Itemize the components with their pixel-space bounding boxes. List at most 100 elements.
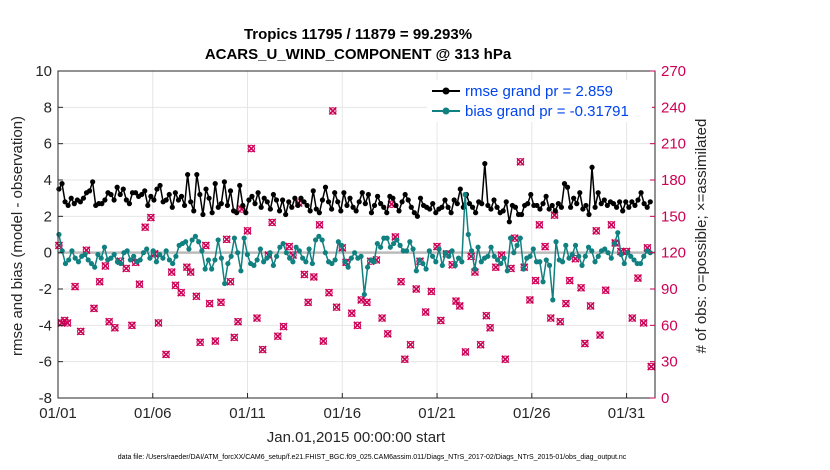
- rmse-point: [114, 184, 120, 190]
- bias-point: [335, 239, 341, 245]
- bias-point: [423, 266, 429, 272]
- rmse-point: [473, 210, 479, 216]
- bias-point: [209, 266, 215, 272]
- obs-possible-marker: [226, 278, 235, 286]
- rmse-point: [393, 202, 399, 209]
- left-tick-label: -8: [39, 390, 52, 407]
- obs-possible-marker: [586, 302, 595, 310]
- obs-assimilated-marker: [546, 314, 555, 323]
- obs-possible-marker: [452, 297, 460, 305]
- bias-point: [345, 264, 351, 270]
- rmse-point: [145, 202, 151, 209]
- obs-possible-marker: [602, 286, 610, 294]
- rmse-point: [350, 204, 356, 210]
- bias-point: [287, 255, 293, 261]
- rmse-point: [641, 201, 647, 207]
- rmse-point: [203, 186, 209, 192]
- rmse-point: [224, 202, 231, 209]
- rmse-point: [629, 199, 635, 205]
- bias-point: [504, 268, 510, 274]
- rmse-point: [117, 191, 123, 198]
- rmse-point: [178, 193, 185, 199]
- bias-point: [56, 231, 62, 238]
- bias-point: [611, 240, 618, 247]
- bias-point: [264, 255, 270, 261]
- bias-point: [329, 260, 335, 267]
- obs-assimilated-marker: [332, 303, 341, 312]
- obs-assimilated-marker: [127, 321, 136, 330]
- bias-point: [199, 248, 205, 254]
- obs-assimilated-marker: [167, 267, 176, 277]
- footnote: data file: /Users/raeder/DAI/ATM_forcXX/…: [118, 454, 627, 461]
- left-y-label: rmse and bias (model - observation): [9, 116, 26, 356]
- rmse-point: [166, 191, 172, 198]
- bias-point: [446, 253, 452, 259]
- bias-point: [251, 262, 257, 268]
- obs-assimilated-marker: [247, 144, 256, 153]
- obs-assimilated-marker: [252, 314, 262, 323]
- obs-assimilated-marker: [461, 347, 470, 357]
- obs-possible-marker: [122, 264, 130, 273]
- obs-possible-marker: [234, 318, 242, 326]
- obs-possible-marker: [325, 288, 333, 297]
- bias-point: [478, 259, 484, 265]
- bias-point: [131, 253, 137, 259]
- obs-assimilated-marker: [315, 220, 324, 229]
- x-tick-label: 01/01: [39, 405, 77, 422]
- rmse-point: [209, 210, 215, 216]
- rmse-point: [298, 195, 304, 201]
- right-tick-label: 90: [661, 281, 678, 298]
- bias-point: [342, 259, 348, 265]
- rmse-point: [341, 190, 347, 196]
- obs-assimilated-marker: [556, 317, 565, 326]
- obs-assimilated-marker: [595, 330, 605, 340]
- rmse-point: [243, 210, 249, 216]
- bias-point: [157, 251, 163, 258]
- bias-point: [462, 191, 468, 198]
- obs-assimilated-marker: [347, 309, 356, 318]
- rmse-point: [610, 201, 617, 207]
- right-tick-label: 150: [661, 208, 686, 225]
- bias-point: [608, 255, 614, 261]
- rmse-point: [592, 204, 598, 210]
- rmse-point: [442, 197, 448, 203]
- rmse-point: [304, 202, 310, 209]
- rmse-point: [200, 211, 206, 218]
- rmse-point: [564, 184, 571, 190]
- obs-possible-marker: [147, 213, 155, 222]
- bias-point: [621, 260, 627, 267]
- bias-point: [507, 235, 514, 241]
- obs-possible-marker: [461, 348, 470, 356]
- obs-assimilated-marker: [186, 267, 195, 277]
- bias-point: [452, 262, 458, 268]
- rmse-point: [325, 199, 332, 205]
- rmse-point: [525, 201, 531, 207]
- obs-possible-marker: [247, 144, 256, 153]
- bias-point: [576, 253, 582, 259]
- bias-point: [371, 259, 377, 265]
- rmse-point: [433, 210, 439, 216]
- obs-assimilated-marker: [516, 157, 525, 166]
- rmse-point: [335, 199, 341, 205]
- bias-point: [235, 250, 241, 256]
- bias-point: [280, 240, 286, 247]
- obs-possible-marker: [168, 268, 176, 276]
- rmse-point: [626, 204, 632, 210]
- rmse-point: [108, 191, 114, 198]
- obs-possible-marker: [310, 273, 318, 281]
- bias-point: [101, 244, 108, 250]
- plot-area: [58, 71, 655, 398]
- rmse-point: [273, 197, 280, 203]
- bias-point: [186, 246, 192, 252]
- rmse-point: [362, 201, 368, 207]
- rmse-point: [322, 184, 329, 190]
- rmse-point: [289, 204, 295, 210]
- obs-assimilated-marker: [243, 226, 252, 235]
- obs-possible-marker: [526, 296, 534, 304]
- rmse-point: [552, 208, 558, 214]
- bias-point: [546, 262, 553, 268]
- obs-possible-marker: [319, 337, 328, 345]
- obs-possible-marker: [556, 318, 564, 326]
- bias-point: [306, 246, 312, 252]
